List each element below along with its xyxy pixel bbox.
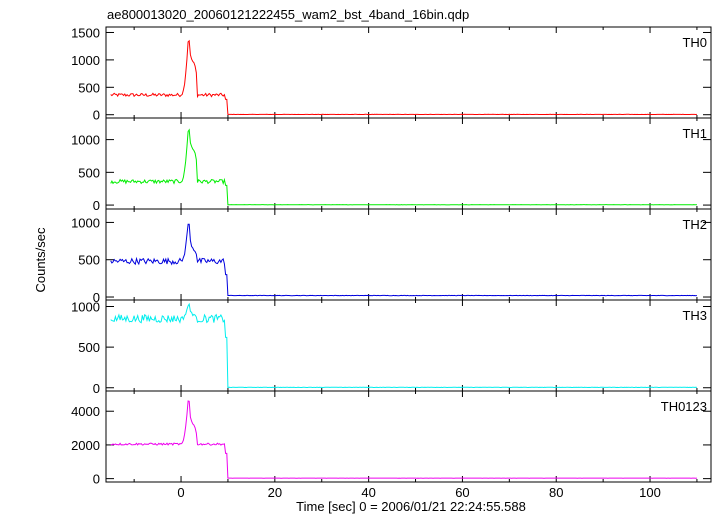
series-line-th0 [110,39,697,116]
y-tick-label: 1000 [71,133,100,148]
x-tick-label: 40 [361,485,375,500]
x-tick-label: 0 [177,485,184,500]
y-tick-label: 0 [93,108,100,123]
panel-th2: 0 500 1000 TH2 [71,208,712,305]
series-line-th0123 [110,400,697,479]
panel-label: TH0123 [661,399,707,414]
x-tick-label: 100 [639,485,661,500]
y-tick-label: 0 [93,290,100,305]
panel-label: TH0 [682,35,707,50]
y-tick-label: 500 [78,165,100,180]
y-tick-label: 2000 [71,438,100,453]
y-tick-label: 4000 [71,404,100,419]
x-tick-label: 60 [455,485,469,500]
x-axis-label: Time [sec] 0 = 2006/01/21 22:24:55.588 [296,499,526,514]
panel-th1: 0 500 1000 TH1 [71,117,712,213]
panel-th0123: 0 2000 4000 TH0123 [71,390,712,487]
panel-label: TH2 [682,217,707,232]
y-axis-label: Counts/sec [33,227,48,293]
panel-label: TH1 [682,126,707,141]
y-tick-label: 0 [93,472,100,487]
y-tick-label: 0 [93,381,100,396]
y-tick-label: 1000 [71,300,100,315]
series-line-th1 [110,128,697,206]
y-tick-label: 500 [78,340,100,355]
y-tick-label: 1500 [71,25,100,40]
plot-title: ae800013020_20060121222455_wam2_bst_4ban… [107,7,469,22]
y-tick-label: 1000 [71,215,100,230]
panel-frame [105,299,712,392]
x-tick-label: 80 [549,485,563,500]
x-tick-label: 20 [268,485,282,500]
panel-th0: 0 500 1000 1500 TH0 [71,25,712,123]
y-tick-label: 1000 [71,53,100,68]
panel-th3: 0 500 1000 TH3 [71,299,712,396]
y-tick-label: 500 [78,80,100,95]
y-tick-label: 500 [78,253,100,268]
panel-frame [105,390,712,483]
y-tick-label: 0 [93,198,100,213]
panel-label: TH3 [682,308,707,323]
series-line-th2 [110,223,697,297]
series-line-th3 [110,302,697,389]
